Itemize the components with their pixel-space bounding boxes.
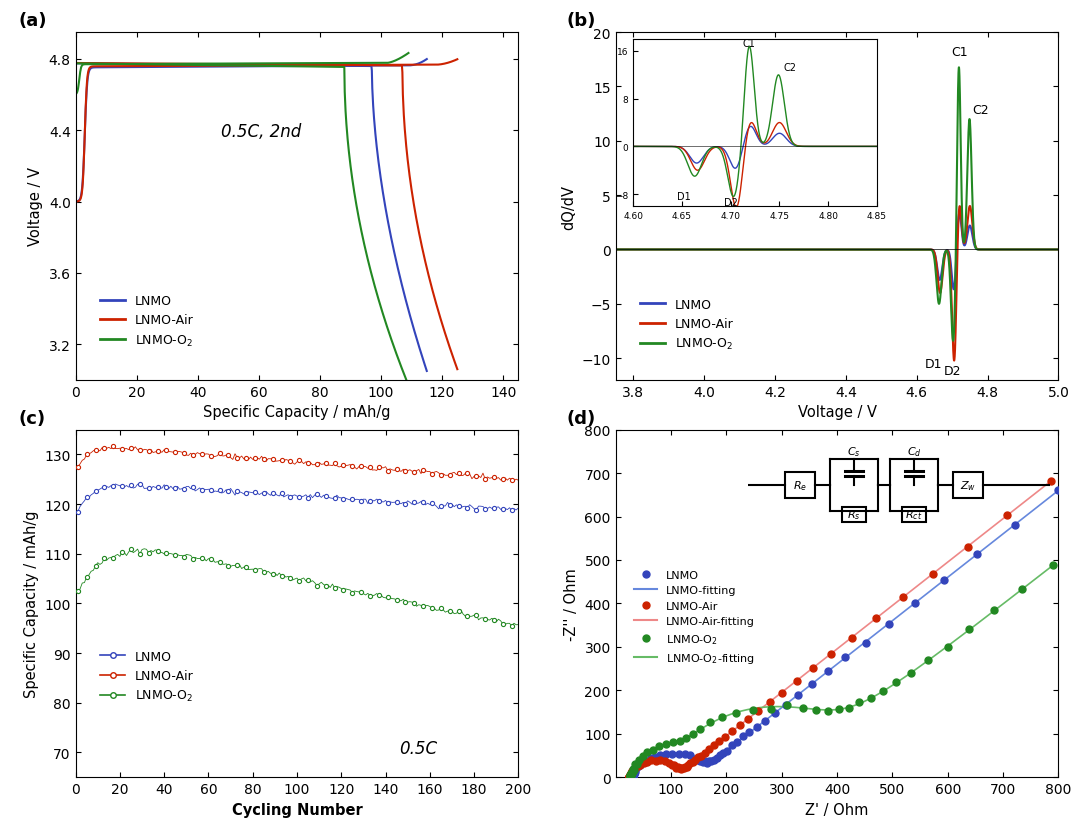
Text: D1: D1	[924, 357, 943, 370]
Y-axis label: -Z'' / Ohm: -Z'' / Ohm	[564, 567, 579, 640]
Y-axis label: Specific Capacity / mAh/g: Specific Capacity / mAh/g	[24, 510, 39, 697]
Text: (d): (d)	[567, 409, 596, 427]
Text: C2: C2	[973, 103, 989, 117]
X-axis label: Cycling Number: Cycling Number	[231, 801, 363, 817]
X-axis label: Specific Capacity / mAh/g: Specific Capacity / mAh/g	[203, 404, 391, 420]
Text: (c): (c)	[18, 409, 45, 427]
Legend: LNMO, LNMO-Air, LNMO-O$_2$: LNMO, LNMO-Air, LNMO-O$_2$	[95, 289, 199, 353]
Text: (b): (b)	[567, 12, 596, 30]
Y-axis label: Voltage / V: Voltage / V	[28, 167, 43, 246]
Text: D2: D2	[944, 365, 961, 378]
Legend: LNMO, LNMO-Air, LNMO-O$_2$: LNMO, LNMO-Air, LNMO-O$_2$	[95, 645, 199, 709]
Text: 0.5C: 0.5C	[399, 739, 437, 757]
Y-axis label: dQ/dV: dQ/dV	[561, 184, 576, 229]
X-axis label: Z' / Ohm: Z' / Ohm	[806, 801, 868, 817]
Text: (a): (a)	[18, 12, 46, 30]
Legend: LNMO, LNMO-fitting, LNMO-Air, LNMO-Air-fitting, LNMO-O$_2$, LNMO-O$_2$-fitting: LNMO, LNMO-fitting, LNMO-Air, LNMO-Air-f…	[630, 566, 759, 670]
X-axis label: Voltage / V: Voltage / V	[797, 404, 877, 420]
Text: C1: C1	[950, 46, 968, 59]
Legend: LNMO, LNMO-Air, LNMO-O$_2$: LNMO, LNMO-Air, LNMO-O$_2$	[635, 294, 739, 356]
Text: 0.5C, 2nd: 0.5C, 2nd	[221, 123, 301, 141]
